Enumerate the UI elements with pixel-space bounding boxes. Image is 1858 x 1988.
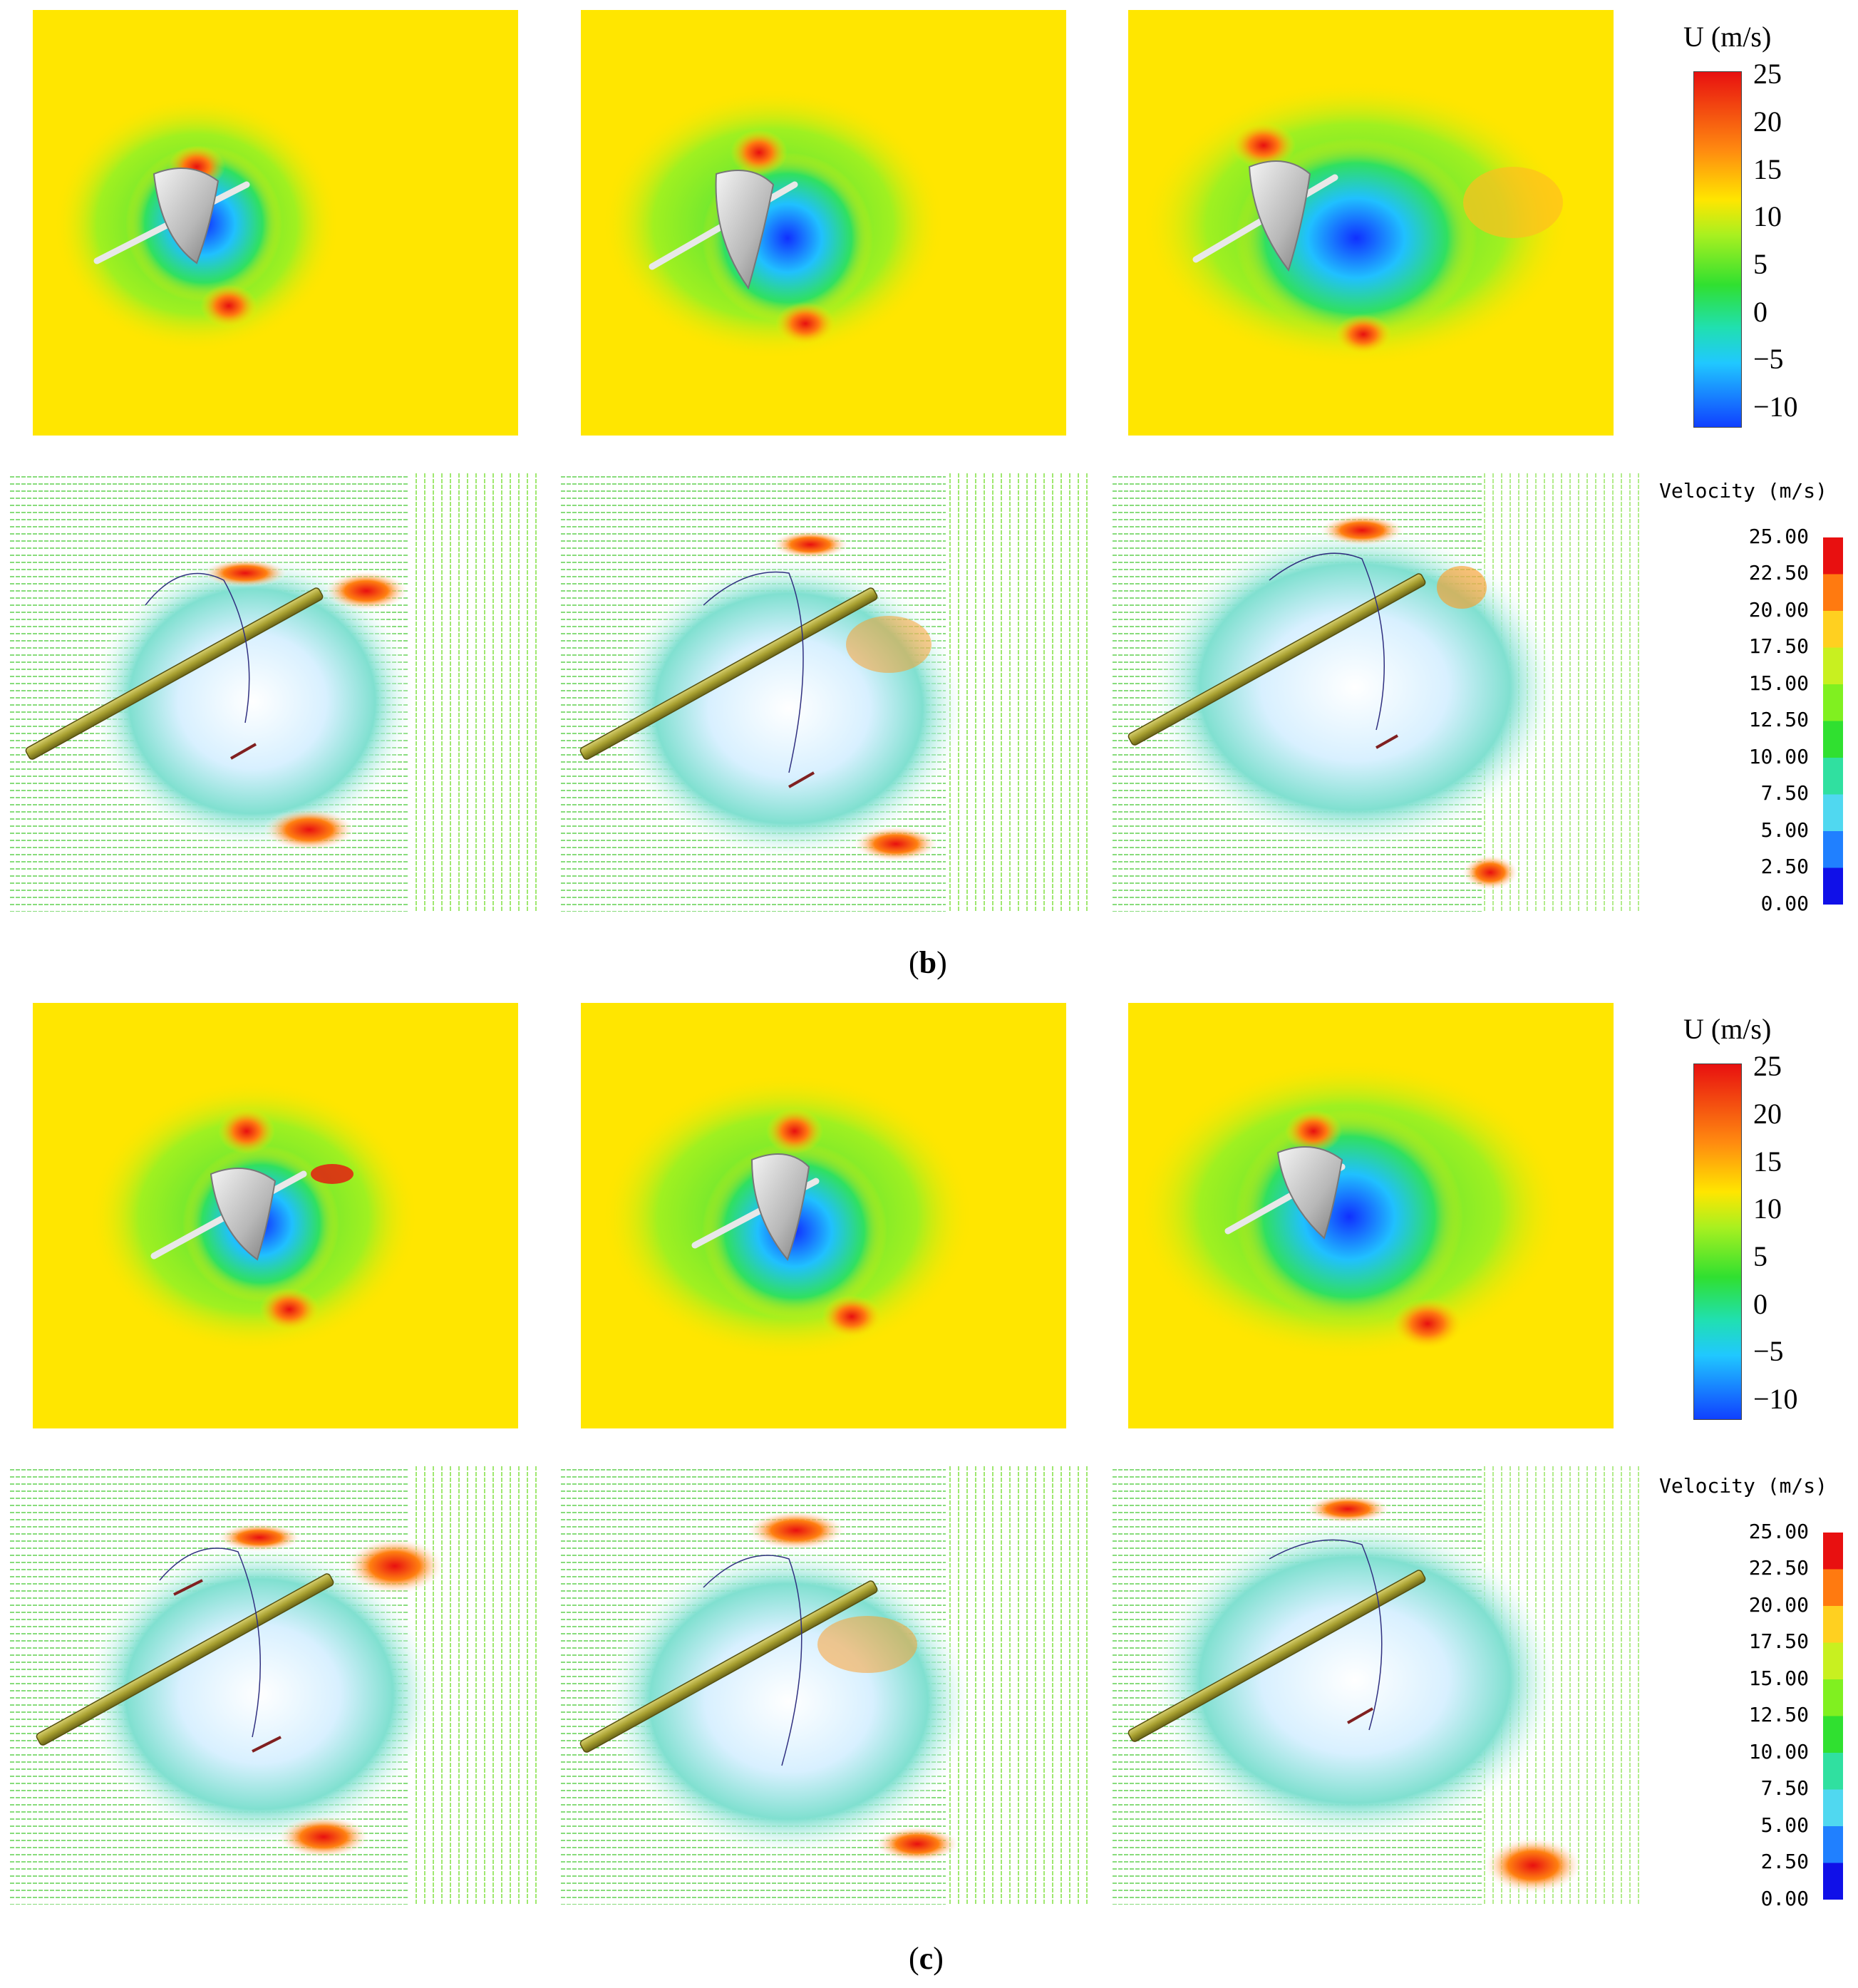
u-tick-4: 5 bbox=[1753, 248, 1767, 280]
velocity-tick-5: 12.50 bbox=[1748, 708, 1809, 731]
u-tick-c-6: −5 bbox=[1753, 1335, 1784, 1367]
u-colorbar-c-gradient bbox=[1693, 1063, 1742, 1420]
velocity-tick-10: 0.00 bbox=[1760, 892, 1809, 915]
u-tick-3: 10 bbox=[1753, 200, 1782, 232]
caption-b-letter: b bbox=[919, 945, 937, 980]
vector-panel-c1 bbox=[10, 1466, 538, 1905]
velocity-tick-0: 25.00 bbox=[1748, 525, 1809, 548]
velocity-tick-c-2: 20.00 bbox=[1748, 1593, 1809, 1617]
u-tick-c-0: 25 bbox=[1753, 1050, 1782, 1082]
contour-c3-image bbox=[1128, 1003, 1614, 1428]
u-tick-6: −5 bbox=[1753, 343, 1784, 375]
velocity-tick-1: 22.50 bbox=[1748, 561, 1809, 584]
u-tick-c-5: 0 bbox=[1753, 1288, 1767, 1320]
u-colorbar-c: U (m/s) 25 20 15 10 5 0 −5 −10 bbox=[1668, 1006, 1853, 1434]
velocity-colorbar-title: Velocity (m/s) bbox=[1659, 479, 1828, 503]
caption-c-close: ) bbox=[933, 1941, 944, 1976]
contour-panel-b1 bbox=[33, 10, 518, 436]
contour-panel-c1 bbox=[33, 1003, 518, 1428]
velocity-tick-c-7: 7.50 bbox=[1760, 1776, 1809, 1800]
vector-b1-image bbox=[10, 473, 538, 912]
velocity-tick-3: 17.50 bbox=[1748, 634, 1809, 658]
contour-c1-image bbox=[33, 1003, 518, 1428]
u-colorbar-c-title: U (m/s) bbox=[1683, 1013, 1772, 1045]
velocity-tick-9: 2.50 bbox=[1760, 855, 1809, 878]
vector-b2-image bbox=[561, 473, 1089, 912]
u-tick-c-4: 5 bbox=[1753, 1240, 1767, 1272]
velocity-tick-2: 20.00 bbox=[1748, 598, 1809, 622]
u-tick-c-1: 20 bbox=[1753, 1098, 1782, 1130]
vector-panel-c2 bbox=[561, 1466, 1089, 1905]
u-colorbar-title: U (m/s) bbox=[1683, 21, 1772, 53]
contour-b2-image bbox=[581, 10, 1066, 436]
u-tick-5: 0 bbox=[1753, 296, 1767, 328]
velocity-tick-4: 15.00 bbox=[1748, 671, 1809, 695]
velocity-tick-c-0: 25.00 bbox=[1748, 1520, 1809, 1543]
contour-panel-c2 bbox=[581, 1003, 1066, 1428]
vector-panel-b3 bbox=[1113, 473, 1641, 912]
contour-panel-b2 bbox=[581, 10, 1066, 436]
velocity-tick-c-6: 10.00 bbox=[1748, 1740, 1809, 1763]
velocity-colorbar-b: Velocity (m/s) 25.00 22.50 20.00 17.50 1… bbox=[1653, 475, 1857, 917]
u-tick-c-3: 10 bbox=[1753, 1193, 1782, 1225]
vector-panel-b1 bbox=[10, 473, 538, 912]
u-tick-c-7: −10 bbox=[1753, 1383, 1798, 1415]
contour-panel-b3 bbox=[1128, 10, 1614, 436]
velocity-tick-c-1: 22.50 bbox=[1748, 1556, 1809, 1580]
caption-b-close: ) bbox=[936, 945, 947, 980]
velocity-tick-c-3: 17.50 bbox=[1748, 1629, 1809, 1653]
velocity-tick-6: 10.00 bbox=[1748, 745, 1809, 768]
caption-c-letter: c bbox=[919, 1941, 934, 1976]
caption-c-open: ( bbox=[909, 1941, 919, 1976]
vector-b3-image bbox=[1113, 473, 1641, 912]
contour-c2-image bbox=[581, 1003, 1066, 1428]
vector-c1-image bbox=[10, 1466, 538, 1905]
u-tick-7: −10 bbox=[1753, 391, 1798, 423]
contour-panel-c3 bbox=[1128, 1003, 1614, 1428]
vector-c2-image bbox=[561, 1466, 1089, 1905]
u-tick-2: 15 bbox=[1753, 153, 1782, 185]
velocity-colorbar-c-title: Velocity (m/s) bbox=[1659, 1474, 1828, 1498]
vector-panel-c3 bbox=[1113, 1466, 1641, 1905]
vector-panel-b2 bbox=[561, 473, 1089, 912]
velocity-tick-c-8: 5.00 bbox=[1760, 1813, 1809, 1837]
velocity-colorbar-c: Velocity (m/s) 25.00 22.50 20.00 17.50 1… bbox=[1653, 1470, 1857, 1912]
velocity-colorbar-c-gradient bbox=[1823, 1533, 1843, 1900]
velocity-tick-8: 5.00 bbox=[1760, 818, 1809, 842]
caption-b-open: ( bbox=[909, 945, 919, 980]
velocity-colorbar-gradient bbox=[1823, 537, 1843, 905]
u-colorbar-gradient bbox=[1693, 71, 1742, 428]
u-colorbar-b: U (m/s) 25 20 15 10 5 0 −5 −10 bbox=[1668, 14, 1853, 442]
velocity-tick-7: 7.50 bbox=[1760, 781, 1809, 805]
caption-b: (b) bbox=[909, 944, 947, 981]
velocity-tick-c-5: 12.50 bbox=[1748, 1703, 1809, 1726]
contour-b1-image bbox=[33, 10, 518, 436]
velocity-tick-c-10: 0.00 bbox=[1760, 1887, 1809, 1910]
u-tick-1: 20 bbox=[1753, 105, 1782, 138]
velocity-tick-c-9: 2.50 bbox=[1760, 1850, 1809, 1873]
vector-c3-image bbox=[1113, 1466, 1641, 1905]
caption-c: (c) bbox=[909, 1940, 944, 1977]
contour-b3-image bbox=[1128, 10, 1614, 436]
u-tick-c-2: 15 bbox=[1753, 1145, 1782, 1178]
u-tick-0: 25 bbox=[1753, 58, 1782, 90]
velocity-tick-c-4: 15.00 bbox=[1748, 1667, 1809, 1690]
